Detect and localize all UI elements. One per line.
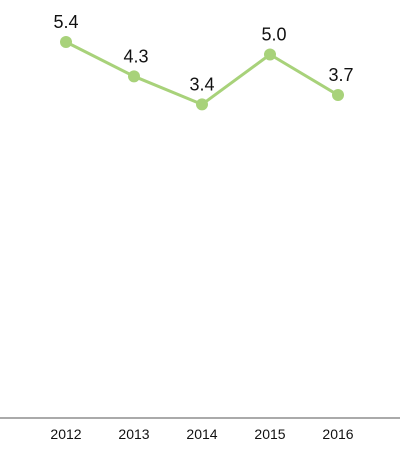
series-line (65, 40, 339, 106)
x-tick-label-2012: 2012 (50, 426, 81, 442)
data-label-2016: 3.7 (328, 65, 353, 85)
plot-area: 5.4 4.3 3.4 5.0 3.7 (53, 12, 354, 111)
x-tick-label-2015: 2015 (254, 426, 285, 442)
x-tick-label-2016: 2016 (322, 426, 353, 442)
data-label-2012: 5.4 (53, 12, 78, 32)
data-point-2013 (128, 70, 140, 83)
data-point-2015 (264, 48, 276, 61)
data-point-2014 (196, 98, 208, 111)
x-axis-tick-labels: 2012 2013 2014 2015 2016 (50, 426, 353, 442)
data-point-2012 (60, 36, 72, 48)
data-label-2013: 4.3 (123, 46, 148, 66)
data-point-2016 (332, 89, 344, 102)
data-label-2015: 5.0 (261, 24, 286, 44)
data-label-2014: 3.4 (189, 74, 214, 94)
x-tick-label-2013: 2013 (118, 426, 149, 442)
x-tick-label-2014: 2014 (186, 426, 217, 442)
